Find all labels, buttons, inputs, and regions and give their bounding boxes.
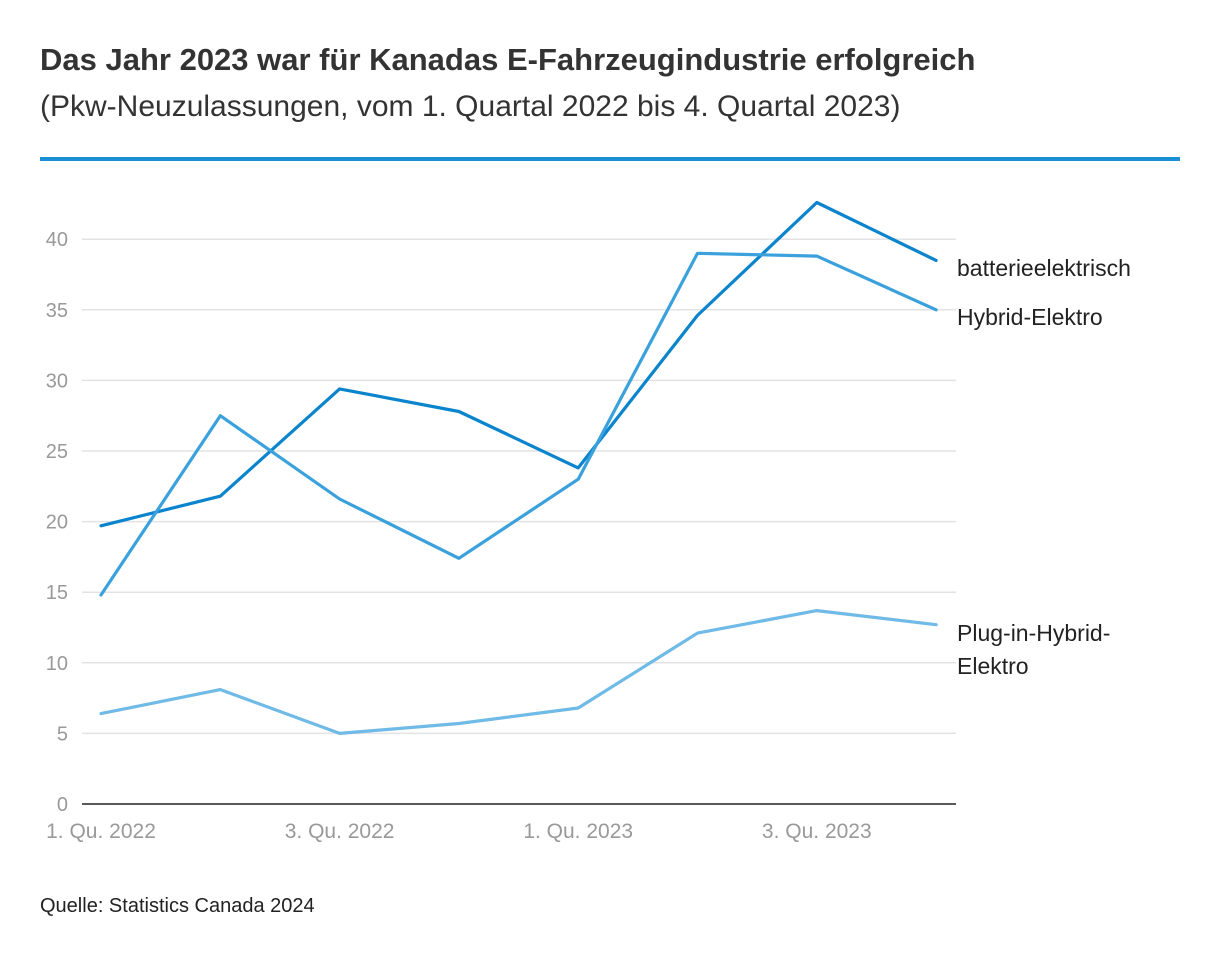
source-note: Quelle: Statistics Canada 2024: [40, 895, 315, 917]
y-tick-label: 15: [46, 582, 68, 604]
series-labels: batterieelektrisch Hybrid-Elektro Plug-in-…: [957, 255, 1131, 679]
series-lines: [99, 200, 938, 736]
y-tick-label: 20: [46, 512, 68, 534]
chart-title: Das Jahr 2023 war für Kanadas E-Fahrzeug…: [40, 42, 976, 77]
y-tick-label: 0: [57, 794, 68, 816]
y-tick-label: 25: [46, 441, 68, 463]
x-axis-ticks: 1. Qu. 2022 3. Qu. 2022 1. Qu. 2023 3. Qu. …: [46, 820, 872, 843]
chart-subtitle: (Pkw-Neuzulassungen, vom 1. Quartal 2022…: [40, 90, 901, 123]
y-tick-label: 30: [46, 370, 68, 392]
series-line-2: [99, 608, 938, 736]
gridlines: [82, 238, 956, 735]
x-tick-label: 3. Qu. 2023: [762, 820, 872, 843]
x-tick-label: 1. Qu. 2022: [46, 820, 156, 843]
series-label: Elektro: [957, 653, 1029, 679]
y-tick-label: 10: [46, 653, 68, 675]
series-label: batterieelektrisch: [957, 255, 1131, 281]
y-tick-label: 40: [46, 229, 68, 251]
series-line-1: [99, 251, 938, 597]
series-label: Plug-in-Hybrid-: [957, 620, 1110, 646]
x-tick-label: 3. Qu. 2022: [285, 820, 395, 843]
title-rule: [40, 157, 1180, 161]
series-line-0: [99, 200, 938, 528]
y-tick-label: 35: [46, 300, 68, 322]
series-label: Hybrid-Elektro: [957, 304, 1103, 330]
y-axis-ticks: 0 5 10 15 20 25 30 35 40: [46, 229, 68, 816]
y-tick-label: 5: [57, 723, 68, 745]
x-tick-label: 1. Qu. 2023: [523, 820, 633, 843]
